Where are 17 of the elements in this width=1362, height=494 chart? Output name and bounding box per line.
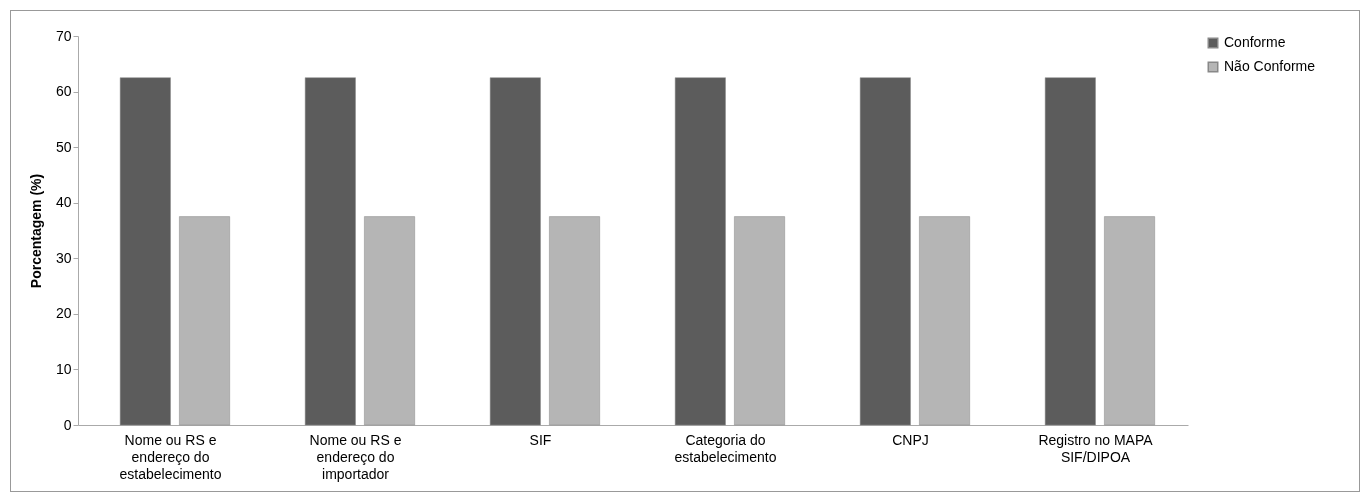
- x-tick-label: Nome ou RS e endereço do estabelecimento: [119, 431, 222, 482]
- y-tick-label: 50: [55, 138, 72, 155]
- y-tick-label: 40: [55, 194, 72, 211]
- x-tick-label: SIF: [529, 431, 552, 448]
- legend-label: Conforme: [1224, 34, 1286, 50]
- y-tick-label: 30: [55, 249, 72, 266]
- y-tick-label: 60: [55, 83, 72, 100]
- y-axis-title: Porcentagem (%): [27, 173, 44, 289]
- x-tick-label: Nome ou RS e endereço do importador: [309, 431, 402, 482]
- x-tick-label: Registro no MAPA SIF/DIPOA: [1038, 431, 1154, 465]
- x-tick-label: Categoria do estabelecimento: [674, 431, 777, 465]
- y-tick-label: 10: [55, 360, 72, 377]
- y-tick-label: 20: [55, 305, 72, 322]
- y-tick-label: 70: [55, 27, 72, 44]
- y-tick-label: 0: [63, 416, 72, 433]
- legend-label: Não Conforme: [1224, 58, 1316, 74]
- x-tick-label: CNPJ: [892, 431, 929, 448]
